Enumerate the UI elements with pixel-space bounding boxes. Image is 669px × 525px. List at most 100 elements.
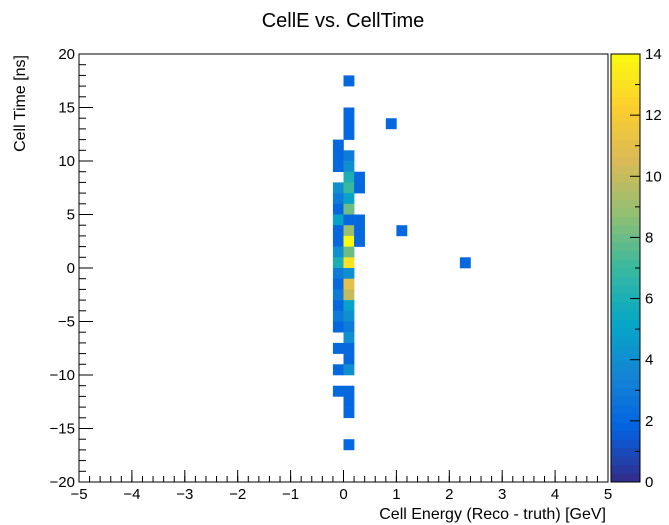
- colorbar-band: [611, 156, 640, 166]
- y-tick-label: 10: [58, 153, 75, 170]
- heatmap-cell: [343, 193, 355, 205]
- colorbar-band: [611, 285, 640, 295]
- x-tick-label: 2: [445, 486, 453, 503]
- y-tick-label: −5: [58, 314, 75, 331]
- heatmap-cell: [354, 225, 365, 237]
- colorbar-band: [611, 353, 640, 363]
- y-tick-label: 20: [58, 46, 75, 63]
- heatmap-cell: [343, 289, 355, 301]
- y-tick-label: −20: [50, 474, 75, 491]
- colorbar-band: [611, 268, 640, 277]
- colorbar-band: [611, 396, 640, 406]
- heatmap-cell: [343, 321, 355, 333]
- heatmap-cell: [343, 150, 355, 162]
- heatmap-cell: [332, 225, 344, 237]
- colorbar-tick-label: 14: [645, 46, 662, 63]
- heatmap-cell: [343, 161, 355, 172]
- colorbar-band: [611, 208, 640, 218]
- heatmap-cells: [332, 75, 471, 451]
- heatmap-cell: [396, 225, 408, 237]
- colorbar-band: [611, 259, 640, 269]
- heatmap-cell: [343, 246, 355, 258]
- heatmap-cell: [343, 182, 355, 194]
- x-tick-label: 4: [551, 486, 559, 503]
- x-tick-label: −4: [123, 486, 140, 503]
- x-tick-label: 5: [604, 486, 612, 503]
- heatmap-cell: [354, 235, 365, 247]
- colorbar-band: [611, 79, 640, 89]
- heatmap-cell: [343, 353, 355, 365]
- heatmap-cell: [385, 118, 397, 130]
- y-tick-label: 5: [67, 207, 75, 224]
- heatmap-cell: [343, 107, 355, 119]
- heatmap-cell: [332, 342, 344, 354]
- colorbar-band: [611, 327, 640, 337]
- heatmap-cell: [343, 257, 355, 269]
- colorbar-band: [611, 242, 640, 252]
- colorbar-band: [611, 105, 640, 115]
- heatmap-cell: [343, 214, 355, 226]
- heatmap-cell: [343, 439, 355, 451]
- heatmap-cell: [343, 225, 355, 237]
- colorbar-band: [611, 131, 640, 140]
- colorbar-band: [611, 96, 640, 106]
- colorbar-band: [611, 456, 640, 466]
- colorbar-band: [611, 404, 640, 414]
- colorbar-band: [611, 276, 640, 286]
- heatmap-cell: [332, 214, 344, 226]
- colorbar-band: [611, 413, 640, 423]
- colorbar-band: [611, 139, 640, 149]
- colorbar-tick-label: 2: [645, 413, 653, 430]
- colorbar-band: [611, 319, 640, 329]
- heatmap-cell: [343, 332, 355, 344]
- heatmap-cell: [343, 342, 355, 354]
- colorbar-band: [611, 464, 640, 474]
- heatmap-cell: [354, 214, 365, 226]
- colorbar-band: [611, 250, 640, 260]
- heatmap-cell: [332, 278, 344, 290]
- colorbar-band: [611, 473, 640, 483]
- heatmap-cell: [332, 182, 344, 194]
- colorbar-tick-label: 4: [645, 352, 653, 369]
- colorbar-tick-label: 10: [645, 168, 662, 185]
- heatmap-cell: [332, 203, 344, 215]
- y-tick-label: −10: [50, 367, 75, 384]
- colorbar-band: [611, 233, 640, 243]
- heatmap-cell: [343, 364, 355, 376]
- heatmap-cell: [343, 407, 355, 419]
- heatmap-cell: [459, 257, 471, 269]
- heatmap-cell: [332, 268, 344, 279]
- y-tick-label: −15: [50, 421, 75, 438]
- colorbar-band: [611, 62, 640, 72]
- heatmap-cell: [332, 139, 344, 151]
- colorbar-band: [611, 430, 640, 440]
- colorbar-tick-label: 12: [645, 107, 662, 124]
- y-axis: −20 −15 −10 −5 0 5 10 15 20: [50, 46, 93, 491]
- colorbar-band: [611, 199, 640, 209]
- heatmap-cell: [343, 385, 355, 397]
- colorbar-band: [611, 370, 640, 380]
- x-tick-label: 0: [339, 486, 347, 503]
- colorbar-band: [611, 122, 640, 132]
- heatmap-cell: [343, 75, 355, 87]
- heatmap-cell: [332, 310, 344, 322]
- heatmap-cell: [354, 171, 365, 183]
- colorbar-band: [611, 336, 640, 346]
- colorbar-band: [611, 422, 640, 432]
- heatmap-cell: [332, 235, 344, 247]
- y-axis-label: Cell Time [ns]: [12, 55, 29, 152]
- heatmap-cell: [343, 128, 355, 140]
- colorbar-band: [611, 362, 640, 372]
- x-tick-label: −1: [282, 486, 299, 503]
- x-tick-label: −3: [176, 486, 193, 503]
- colorbar-band: [611, 216, 640, 226]
- heatmap-cell: [354, 182, 365, 194]
- y-tick-label: 0: [67, 260, 75, 277]
- x-tick-label: −5: [70, 486, 87, 503]
- heatmap-cell: [343, 118, 355, 130]
- x-tick-label: 1: [392, 486, 400, 503]
- colorbar-band: [611, 190, 640, 200]
- colorbar-band: [611, 293, 640, 303]
- chart-title: CellE vs. CellTime: [262, 10, 425, 32]
- heatmap-cell: [332, 289, 344, 301]
